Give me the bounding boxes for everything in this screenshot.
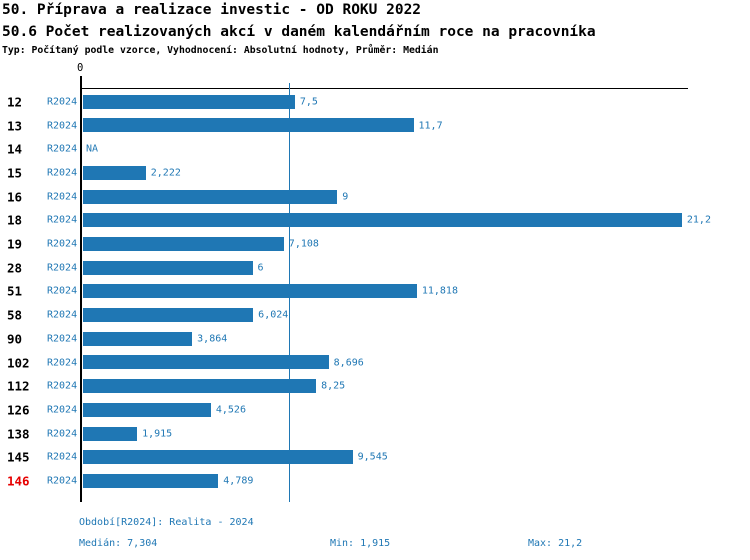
chart-row: 51 R2024 11,818 (0, 280, 750, 304)
row-period-label: R2024 (47, 191, 78, 203)
row-id-label: 138 (7, 426, 30, 442)
bar-value-label: 7,108 (288, 238, 319, 250)
row-period-label: R2024 (47, 96, 78, 108)
row-id-label: 126 (7, 402, 30, 418)
chart-row: 126 R2024 4,526 (0, 398, 750, 422)
bar-value-label: 7,5 (299, 96, 318, 108)
chart-row: 90 R2024 3,864 (0, 327, 750, 351)
row-id-label: 102 (7, 355, 30, 371)
chart-row: 14 R2024 NA (0, 137, 750, 161)
bar-value-label: 8,696 (333, 357, 364, 369)
chart-subtitle: Typ: Počítaný podle vzorce, Vyhodnocení:… (2, 45, 439, 56)
value-bar (83, 379, 317, 394)
row-id-label: 18 (7, 212, 23, 228)
chart-title-line2: 50.6 Počet realizovaných akcí v daném ka… (2, 23, 596, 40)
row-period-label: R2024 (47, 380, 78, 392)
row-period-label: R2024 (47, 120, 78, 132)
bar-value-label: NA (86, 143, 99, 155)
bar-value-label: 8,25 (321, 380, 346, 392)
row-period-label: R2024 (47, 309, 78, 321)
row-id-label: 58 (7, 307, 23, 323)
value-bar (83, 331, 193, 346)
value-bar (83, 213, 682, 228)
value-bar (83, 189, 338, 204)
value-bar (83, 308, 254, 323)
value-bar (83, 284, 417, 299)
bar-value-label: 2,222 (150, 167, 181, 179)
value-bar (83, 94, 295, 109)
row-period-label: R2024 (47, 167, 78, 179)
row-period-label: R2024 (47, 404, 78, 416)
row-id-label: 28 (7, 260, 23, 276)
footer-min-label: Min: 1,915 (330, 538, 391, 549)
bar-value-label: 21,2 (686, 214, 711, 226)
y-axis-line (80, 88, 82, 502)
x-axis-zero-tick (80, 76, 82, 88)
row-period-label: R2024 (47, 238, 78, 250)
value-bar (83, 165, 146, 180)
row-id-label: 51 (7, 283, 23, 299)
row-id-label: 146 (7, 473, 30, 489)
bar-value-label: 11,818 (421, 285, 458, 297)
row-id-label: 90 (7, 331, 23, 347)
row-period-label: R2024 (47, 143, 78, 155)
bar-value-label: 6 (257, 262, 264, 274)
row-id-label: 12 (7, 94, 23, 110)
chart-row: 145 R2024 9,545 (0, 446, 750, 470)
footer-max-label: Max: 21,2 (528, 538, 583, 549)
chart-row: 18 R2024 21,2 (0, 209, 750, 233)
chart-row: 12 R2024 7,5 (0, 90, 750, 114)
row-id-label: 14 (7, 141, 23, 157)
bar-value-label: 3,864 (197, 333, 228, 345)
value-bar (83, 402, 211, 417)
bar-value-label: 4,526 (215, 404, 246, 416)
bar-value-label: 11,7 (418, 120, 443, 132)
row-id-label: 145 (7, 449, 30, 465)
bar-value-label: 9 (342, 191, 349, 203)
chart-row: 15 R2024 2,222 (0, 161, 750, 185)
value-bar (83, 426, 138, 441)
bar-value-label: 1,915 (142, 428, 173, 440)
x-axis-zero-tick-label: 0 (77, 62, 84, 74)
chart-row: 112 R2024 8,25 (0, 374, 750, 398)
row-period-label: R2024 (47, 262, 78, 274)
row-period-label: R2024 (47, 357, 78, 369)
row-period-label: R2024 (47, 285, 78, 297)
bar-value-label: 9,545 (357, 451, 388, 463)
chart-row: 102 R2024 8,696 (0, 351, 750, 375)
value-bar (83, 473, 219, 488)
bar-value-label: 6,024 (258, 309, 289, 321)
chart-row: 146 R2024 4,789 (0, 469, 750, 493)
chart-row: 58 R2024 6,024 (0, 303, 750, 327)
x-axis-line (81, 88, 688, 89)
value-bar (83, 355, 329, 370)
value-bar (83, 118, 414, 133)
row-id-label: 13 (7, 118, 23, 134)
footer-median-label: Medián: 7,304 (79, 538, 158, 549)
row-period-label: R2024 (47, 428, 78, 440)
row-period-label: R2024 (47, 214, 78, 226)
chart-title-line1: 50. Příprava a realizace investic - OD R… (2, 2, 422, 18)
row-period-label: R2024 (47, 333, 78, 345)
chart-plot-area: 12 R2024 7,5 13 R2024 11,7 14 R2024 NA 15 R2024 2,2… (0, 90, 750, 493)
chart-row: 13 R2024 11,7 (0, 114, 750, 138)
row-period-label: R2024 (47, 475, 78, 487)
row-period-label: R2024 (47, 451, 78, 463)
row-id-label: 15 (7, 165, 23, 181)
row-id-label: 19 (7, 236, 23, 252)
value-bar (83, 260, 253, 275)
chart-row: 16 R2024 9 (0, 185, 750, 209)
row-id-label: 16 (7, 189, 23, 205)
value-bar (83, 450, 353, 465)
chart-row: 19 R2024 7,108 (0, 232, 750, 256)
chart-row: 138 R2024 1,915 (0, 422, 750, 446)
footer-period-label: Období[R2024]: Realita - 2024 (79, 517, 254, 528)
row-id-label: 112 (7, 378, 30, 394)
chart-row: 28 R2024 6 (0, 256, 750, 280)
value-bar (83, 236, 284, 251)
bar-value-label: 4,789 (223, 475, 254, 487)
